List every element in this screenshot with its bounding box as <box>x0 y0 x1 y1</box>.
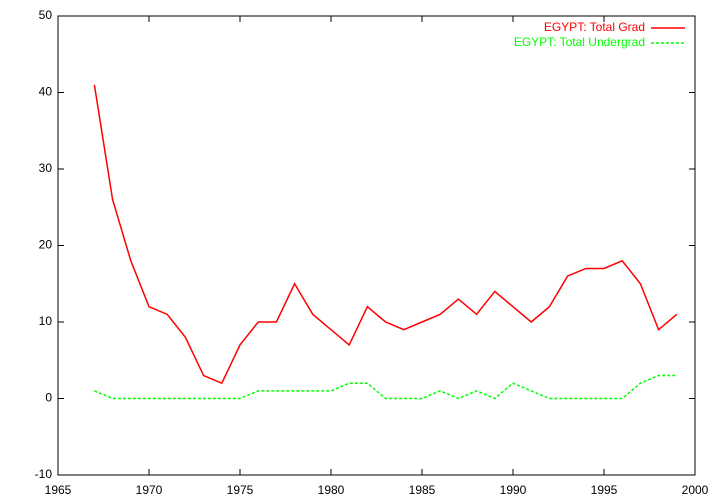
x-tick-label: 1965 <box>45 483 72 497</box>
y-tick-label: 30 <box>39 161 53 175</box>
y-tick-label: 0 <box>45 391 52 405</box>
x-tick-label: 1970 <box>136 483 163 497</box>
y-tick-label: -10 <box>35 467 53 481</box>
x-tick-label: 1985 <box>409 483 436 497</box>
x-tick-label: 1990 <box>500 483 527 497</box>
x-tick-label: 1975 <box>227 483 254 497</box>
x-tick-label: 1980 <box>318 483 345 497</box>
y-tick-label: 10 <box>39 314 53 328</box>
y-tick-label: 20 <box>39 238 53 252</box>
legend-label: EGYPT: Total Grad <box>544 20 645 34</box>
y-tick-label: 40 <box>39 85 53 99</box>
x-tick-label: 2000 <box>682 483 709 497</box>
x-tick-label: 1995 <box>591 483 618 497</box>
series-line <box>93 84 678 385</box>
series-line <box>94 374 677 400</box>
y-tick-label: 50 <box>39 8 53 22</box>
legend-label: EGYPT: Total Undergrad <box>514 35 645 49</box>
plot-frame <box>57 15 696 476</box>
